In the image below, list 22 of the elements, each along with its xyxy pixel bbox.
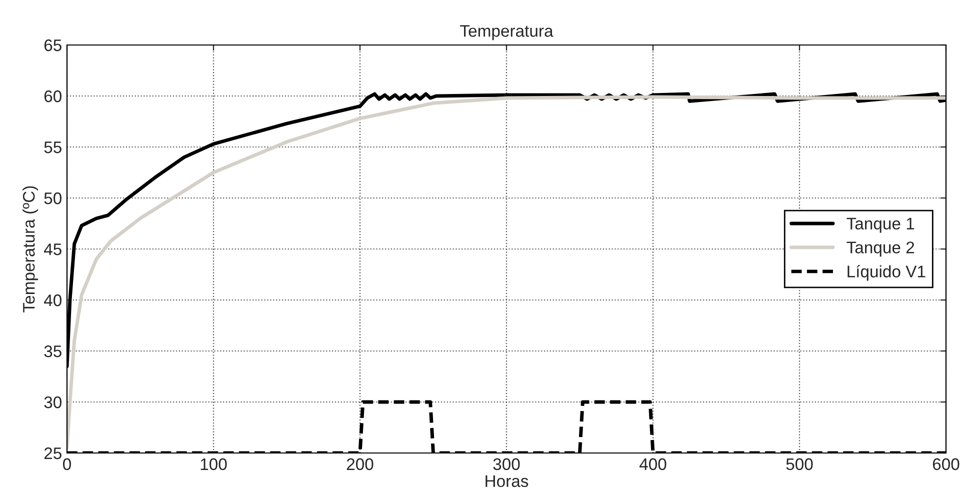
y-tick-label: 35 — [44, 345, 62, 358]
x-tick-label: 600 — [932, 458, 960, 470]
x-tick-label: 500 — [786, 458, 813, 470]
x-tick-label: 300 — [493, 458, 520, 470]
x-tick-label: 200 — [346, 458, 374, 470]
x-axis-title: Horas — [486, 475, 528, 488]
legend-label: Tanque 1 — [846, 218, 914, 233]
y-axis-title: Temperatura (ºC) — [22, 186, 38, 312]
chart-title: Temperatura — [460, 25, 554, 40]
x-tick-label: 100 — [200, 458, 227, 470]
y-tick-label: 50 — [44, 192, 62, 204]
legend-label: Líquido V1 — [848, 265, 926, 281]
y-tick-label: 65 — [44, 39, 62, 52]
y-tick-label: 45 — [44, 244, 62, 256]
legend-label: Tanque 2 — [846, 242, 914, 257]
x-tick-label: 0 — [63, 458, 71, 470]
y-tick-label: 55 — [44, 142, 62, 154]
y-tick-label: 25 — [44, 447, 62, 460]
x-tick-label: 400 — [639, 458, 666, 470]
y-tick-label: 30 — [44, 396, 62, 408]
y-tick-label: 60 — [44, 90, 62, 102]
y-tick-label: 40 — [44, 294, 62, 306]
